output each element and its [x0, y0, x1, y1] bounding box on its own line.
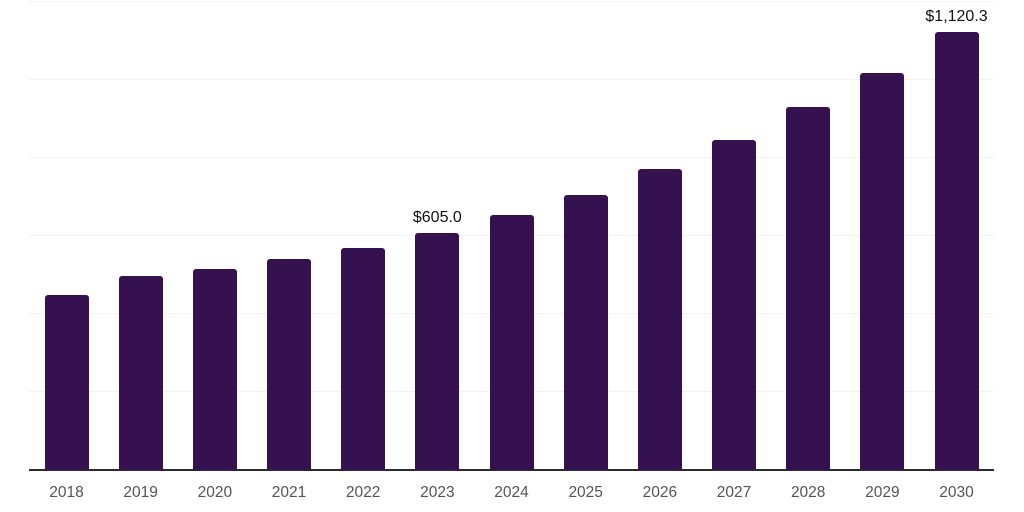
x-axis-label-2021: 2021: [271, 484, 307, 501]
bar-2018: [44, 295, 89, 470]
x-axis-label-2027: 2027: [716, 484, 752, 501]
x-axis-label-2020: 2020: [197, 484, 233, 501]
x-axis-line: [29, 469, 994, 471]
x-axis-label-2018: 2018: [49, 484, 84, 501]
bar-2026: [637, 169, 682, 470]
data-label-2030: $1,120.3: [925, 8, 988, 25]
x-axis-label-2022: 2022: [345, 484, 381, 501]
x-axis-label-2025: 2025: [568, 484, 603, 501]
x-axis-label-2029: 2029: [865, 484, 900, 501]
gridline-1200: [29, 1, 994, 2]
bar-2022: [341, 248, 386, 470]
bar-2023: [415, 233, 460, 470]
bar-2029: [860, 73, 905, 470]
gridline-800: [29, 157, 994, 158]
x-axis-label-2028: 2028: [790, 484, 826, 501]
bar-2024: [489, 215, 534, 470]
data-label-2023: $605.0: [412, 209, 462, 226]
x-axis-label-2019: 2019: [123, 484, 158, 501]
bar-2027: [712, 140, 757, 470]
bar-2025: [563, 195, 608, 470]
bar-2028: [786, 107, 831, 470]
bar-2030: [934, 32, 979, 470]
x-axis-label-2030: 2030: [939, 484, 974, 501]
bar-2020: [192, 269, 237, 470]
x-axis-label-2026: 2026: [642, 484, 678, 501]
x-axis-label-2023: 2023: [420, 484, 455, 501]
bar-2019: [118, 276, 163, 470]
bar-2021: [267, 259, 311, 470]
gridline-1000: [29, 79, 994, 80]
x-axis-label-2024: 2024: [494, 484, 529, 501]
